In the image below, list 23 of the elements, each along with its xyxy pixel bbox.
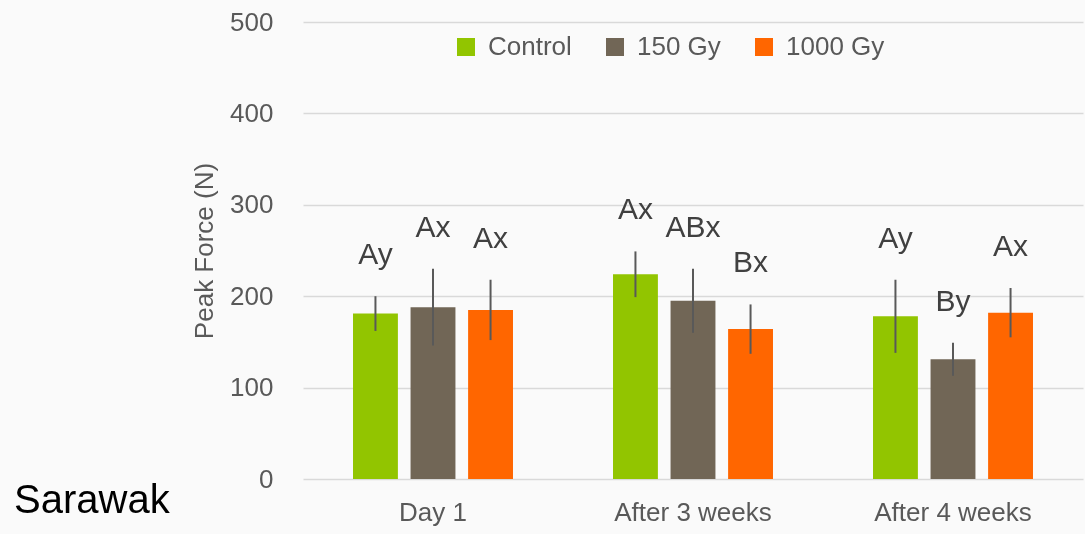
data-label: By (935, 283, 971, 317)
x-tick-label: After 3 weeks (614, 496, 772, 527)
data-label: Ay (878, 220, 913, 254)
data-label: ABx (665, 209, 721, 243)
y-tick-label: 0 (259, 463, 274, 494)
x-tick-label: Day 1 (399, 496, 467, 527)
data-label: Bx (733, 245, 769, 279)
legend-label: 1000 Gy (786, 31, 885, 61)
y-axis-title: Peak Force (N) (189, 162, 220, 340)
legend-label: 150 Gy (637, 31, 721, 61)
y-tick-label: 200 (230, 280, 274, 311)
text: Sarawak (14, 477, 171, 521)
data-label: Ax (617, 192, 653, 226)
y-tick-label: 400 (230, 97, 274, 128)
x-tick-label: After 4 weeks (874, 496, 1032, 527)
y-tick-label: 100 (230, 372, 274, 403)
data-label: Ax (415, 209, 451, 243)
data-label: Ay (358, 237, 393, 271)
data-label: Ax (993, 228, 1029, 262)
y-tick-label: 300 (230, 189, 274, 220)
data-label: Ax (473, 220, 509, 254)
legend-label: Control (488, 31, 572, 61)
y-tick-label: 500 (230, 6, 274, 37)
